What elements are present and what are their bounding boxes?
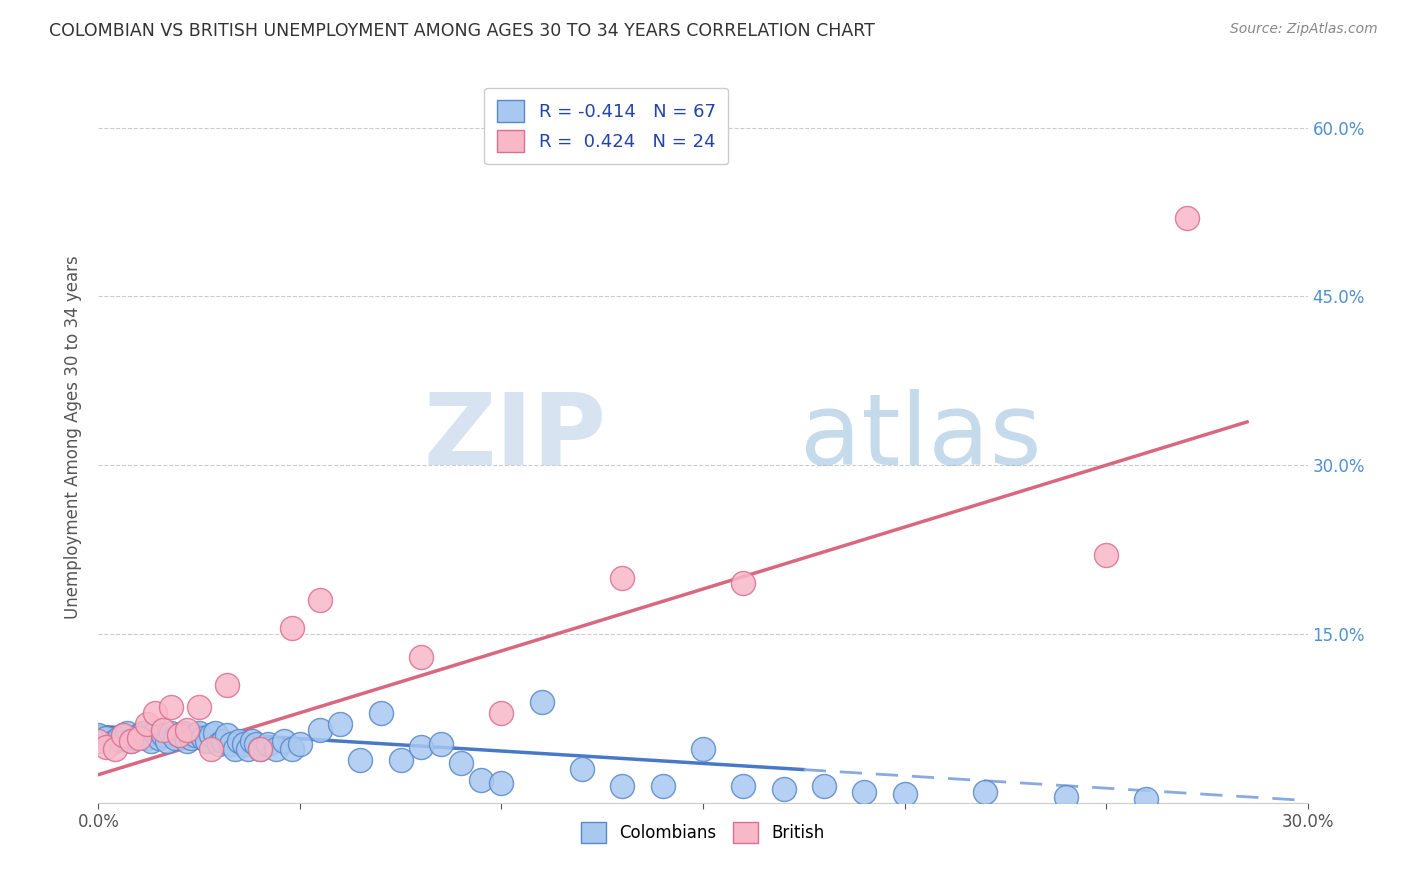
Point [288,737,311,751]
Point [217,678,239,692]
Point [491,706,513,720]
Point [111,728,134,742]
Point [176,734,198,748]
Point [389,753,412,767]
Point [195,734,218,748]
Point [853,784,876,798]
Point [139,734,162,748]
Point [612,779,634,793]
Point [281,621,304,635]
Point [349,753,371,767]
Point [1095,548,1118,562]
Point [273,734,295,748]
Point [172,726,194,740]
Point [103,734,125,748]
Point [240,734,263,748]
Point [309,723,332,737]
Text: Source: ZipAtlas.com: Source: ZipAtlas.com [1230,22,1378,37]
Point [430,737,453,751]
Point [120,734,142,748]
Point [772,782,794,797]
Point [612,571,634,585]
Point [571,762,593,776]
Point [176,723,198,737]
Point [87,728,110,742]
Point [1135,792,1157,806]
Point [208,737,231,751]
Point [692,741,714,756]
Point [329,717,352,731]
Point [733,576,755,591]
Point [128,731,150,745]
Point [409,649,432,664]
Point [143,706,166,720]
Point [309,593,332,607]
Point [530,694,553,708]
Text: atlas: atlas [800,389,1042,485]
Point [281,741,304,756]
Point [249,741,271,756]
Point [184,728,207,742]
Point [152,723,174,737]
Point [128,728,150,742]
Text: ZIP: ZIP [423,389,606,485]
Point [228,734,250,748]
Point [651,779,673,793]
Point [193,731,215,745]
Point [135,717,157,731]
Point [370,706,392,720]
Point [135,731,157,745]
Point [217,728,239,742]
Point [200,728,222,742]
Point [221,737,243,751]
Y-axis label: Unemployment Among Ages 30 to 34 years: Unemployment Among Ages 30 to 34 years [65,255,83,619]
Point [115,726,138,740]
Point [160,700,183,714]
Point [167,728,190,742]
Point [132,726,155,740]
Point [450,756,472,771]
Point [103,741,125,756]
Point [1054,790,1077,805]
Point [256,737,278,751]
Point [156,734,179,748]
Point [124,731,146,745]
Text: COLOMBIAN VS BRITISH UNEMPLOYMENT AMONG AGES 30 TO 34 YEARS CORRELATION CHART: COLOMBIAN VS BRITISH UNEMPLOYMENT AMONG … [49,22,875,40]
Point [204,726,226,740]
Point [120,734,142,748]
Point [224,741,246,756]
Point [232,737,254,751]
Point [188,726,211,740]
Point [167,728,190,742]
Point [491,775,513,789]
Point [212,734,235,748]
Point [249,741,271,756]
Point [733,779,755,793]
Point [974,784,997,798]
Point [470,773,492,788]
Point [200,741,222,756]
Legend: Colombians, British: Colombians, British [575,815,831,849]
Point [107,731,129,745]
Point [111,728,134,742]
Point [893,787,915,801]
Point [96,739,118,754]
Point [152,728,174,742]
Point [264,741,287,756]
Point [188,700,211,714]
Point [143,726,166,740]
Point [1175,211,1198,225]
Point [813,779,835,793]
Point [245,737,267,751]
Point [96,731,118,745]
Point [87,734,110,748]
Point [163,731,186,745]
Point [148,731,170,745]
Point [409,739,432,754]
Point [236,741,259,756]
Point [180,731,202,745]
Point [160,726,183,740]
